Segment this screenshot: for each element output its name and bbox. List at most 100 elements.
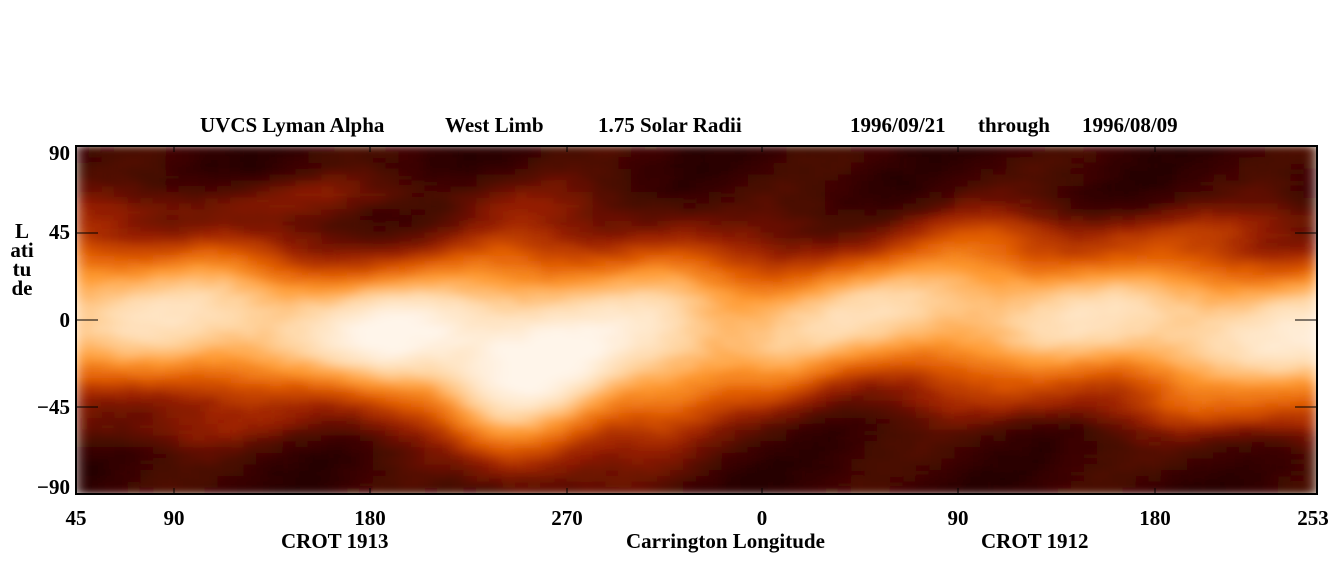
heatmap-cell	[153, 412, 167, 420]
heatmap-cell	[838, 203, 853, 211]
heatmap-cell	[243, 319, 258, 327]
heatmap-cell	[1045, 273, 1059, 280]
heatmap-cell	[411, 220, 426, 228]
heatmap-cell	[1057, 481, 1072, 489]
heatmap-cell	[631, 261, 646, 269]
heatmap-cell	[489, 197, 504, 205]
heatmap-cell	[799, 435, 814, 443]
heatmap-cell	[1019, 429, 1034, 437]
heatmap-cell	[864, 371, 878, 379]
heatmap-cell	[334, 319, 348, 327]
heatmap-cell	[941, 418, 956, 425]
heatmap-cell	[566, 354, 581, 362]
heatmap-cell	[644, 418, 659, 425]
heatmap-cell	[165, 168, 180, 176]
heatmap-cell	[838, 418, 853, 425]
heatmap-cell	[204, 435, 219, 443]
heatmap-cell	[114, 441, 129, 449]
heatmap-cell	[398, 261, 413, 269]
heatmap-cell	[1032, 180, 1047, 188]
heatmap-cell	[825, 412, 840, 420]
heatmap-cell	[864, 435, 878, 443]
heatmap-cell	[980, 209, 995, 217]
heatmap-cell	[566, 331, 581, 338]
heatmap-cell	[566, 168, 581, 176]
heatmap-cell	[515, 290, 529, 298]
heatmap-cell	[683, 174, 697, 182]
heatmap-cell	[605, 244, 620, 251]
heatmap-cell	[1096, 319, 1111, 327]
heatmap-cell	[799, 441, 814, 449]
heatmap-cell	[450, 464, 465, 472]
heatmap-cell	[437, 452, 452, 460]
heatmap-cell	[140, 186, 155, 193]
heatmap-cell	[579, 481, 594, 489]
heatmap-cell	[928, 302, 943, 309]
heatmap-cell	[269, 354, 284, 362]
heatmap-cell	[941, 394, 956, 402]
heatmap-cell	[993, 423, 1008, 431]
heatmap-cell	[696, 209, 710, 217]
heatmap-cell	[566, 244, 581, 251]
heatmap-cell	[204, 162, 219, 170]
heatmap-cell	[88, 302, 103, 309]
heatmap-cell	[566, 220, 581, 228]
heatmap-cell	[592, 191, 607, 199]
heatmap-cell	[527, 429, 542, 437]
heatmap-cell	[269, 412, 284, 420]
heatmap-cell	[437, 331, 452, 338]
heatmap-cell	[153, 487, 167, 494]
heatmap-cell	[902, 168, 917, 176]
heatmap-cell	[476, 226, 491, 234]
heatmap-cell	[1057, 371, 1072, 379]
heatmap-cell	[967, 220, 982, 228]
heatmap-cell	[644, 261, 659, 269]
heatmap-cell	[683, 325, 697, 333]
heatmap-cell	[980, 487, 995, 494]
heatmap-cell	[204, 319, 219, 327]
heatmap-cell	[799, 186, 814, 193]
heatmap-cell	[876, 146, 891, 153]
heatmap-cell	[760, 267, 775, 275]
heatmap-cell	[851, 307, 866, 315]
heatmap-cell	[747, 365, 762, 373]
heatmap-cell	[1070, 273, 1085, 280]
heatmap-cell	[683, 331, 697, 338]
heatmap-cell	[140, 360, 155, 367]
heatmap-cell	[954, 313, 969, 321]
heatmap-cell	[1083, 394, 1098, 402]
heatmap-cell	[941, 146, 956, 153]
heatmap-cell	[1057, 319, 1072, 327]
heatmap-cell	[889, 261, 904, 269]
heatmap-cell	[696, 174, 710, 182]
heatmap-cell	[321, 487, 336, 494]
heatmap-cell	[398, 325, 413, 333]
heatmap-cell	[941, 406, 956, 414]
heatmap-cell	[527, 371, 542, 379]
heatmap-cell	[346, 342, 361, 350]
heatmap-cell	[993, 157, 1008, 164]
heatmap-cell	[812, 435, 827, 443]
heatmap-cell	[864, 191, 878, 199]
heatmap-cell	[993, 296, 1008, 304]
heatmap-cell	[346, 452, 361, 460]
heatmap-cell	[295, 452, 310, 460]
heatmap-cell	[579, 186, 594, 193]
heatmap-cell	[295, 429, 310, 437]
heatmap-cell	[915, 406, 930, 414]
heatmap-cell	[579, 162, 594, 170]
heatmap-cell	[605, 354, 620, 362]
heatmap-cell	[553, 157, 568, 164]
heatmap-cell	[359, 273, 374, 280]
heatmap-cell	[631, 226, 646, 234]
heatmap-cell	[334, 406, 348, 414]
heatmap-cell	[954, 423, 969, 431]
heatmap-cell	[915, 360, 930, 367]
heatmap-cell	[191, 429, 206, 437]
heatmap-cell	[269, 458, 284, 466]
heatmap-cell	[760, 278, 775, 286]
heatmap-cell	[295, 203, 310, 211]
heatmap-cell	[243, 278, 258, 286]
heatmap-cell	[876, 452, 891, 460]
heatmap-cell	[980, 162, 995, 170]
